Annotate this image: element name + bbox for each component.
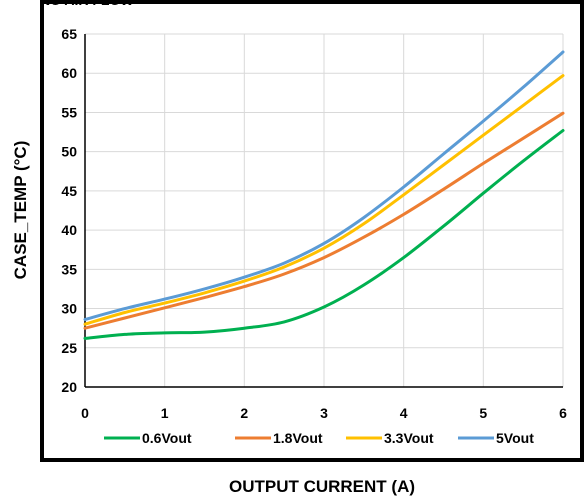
x-tick-label: 2	[240, 405, 248, 421]
legend: 0.6Vout 1.8Vout 3.3Vout 5Vout	[104, 430, 534, 446]
y-tick-label: 60	[61, 65, 77, 81]
legend-label: 0.6Vout	[142, 430, 192, 446]
x-tick-label: 4	[400, 405, 408, 421]
x-tick-label: 6	[559, 405, 567, 421]
series-line-1-8vout	[83, 111, 565, 330]
grid	[85, 33, 564, 387]
y-tick-label: 20	[61, 379, 77, 395]
y-tick-labels: 20 25 30 35 40 45 50 55 60 65	[61, 26, 77, 395]
y-tick-label: 25	[61, 340, 77, 356]
x-tick-label: 5	[479, 405, 487, 421]
y-tick-label: 65	[61, 26, 77, 42]
series-line-5vout	[83, 50, 565, 321]
chart-title: NO AIR FLOW	[40, 0, 134, 8]
y-tick-label: 55	[61, 104, 77, 120]
y-tick-label: 45	[61, 183, 77, 199]
x-axis-title: OUTPUT CURRENT (A)	[229, 477, 415, 496]
x-tick-labels: 0 1 2 3 4 5 6	[81, 405, 567, 421]
chart-frame	[40, 0, 584, 462]
series-lines	[83, 50, 565, 340]
x-tick-label: 1	[161, 405, 169, 421]
legend-label: 3.3Vout	[384, 430, 434, 446]
x-tick-label: 0	[81, 405, 89, 421]
legend-label: 1.8Vout	[273, 430, 323, 446]
y-tick-label: 35	[61, 261, 77, 277]
y-tick-label: 50	[61, 144, 77, 160]
y-tick-label: 40	[61, 222, 77, 238]
x-tick-label: 3	[320, 405, 328, 421]
y-tick-label: 30	[61, 301, 77, 317]
y-axis-title: CASE_TEMP (°C)	[11, 141, 30, 280]
legend-label: 5Vout	[496, 430, 534, 446]
series-line-0-6vout	[83, 129, 565, 340]
series-line-3-3vout	[83, 74, 565, 326]
